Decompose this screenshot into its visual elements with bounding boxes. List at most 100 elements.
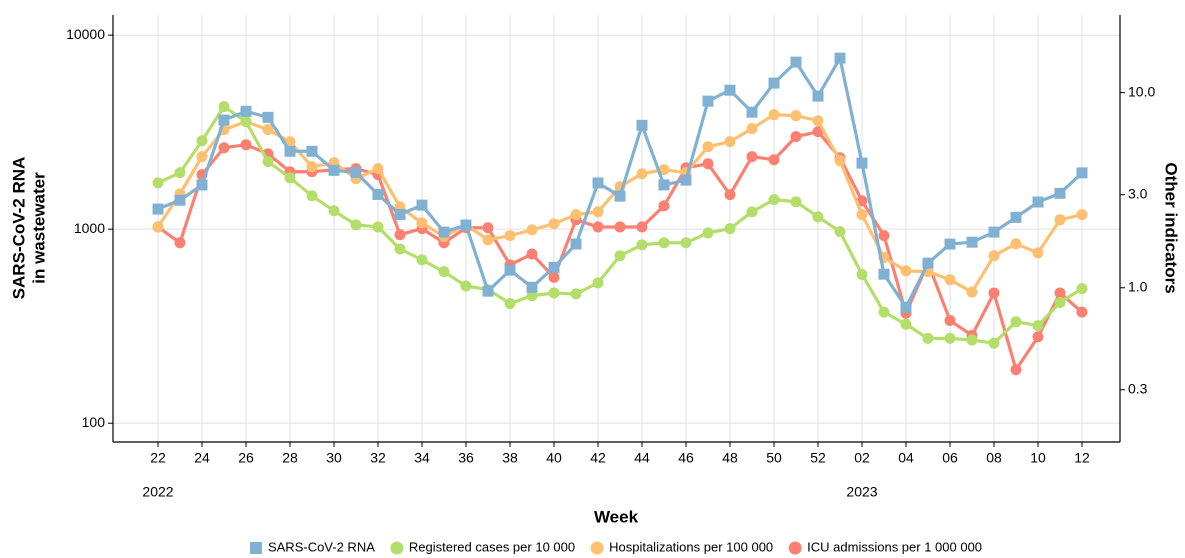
data-point	[592, 206, 604, 218]
data-point	[460, 280, 472, 292]
data-point	[438, 266, 450, 278]
data-point	[1010, 364, 1022, 376]
data-point	[1032, 320, 1044, 332]
data-point	[592, 277, 604, 289]
data-point	[922, 257, 934, 269]
data-point	[944, 238, 956, 250]
x-tick-label: 12	[1074, 450, 1090, 466]
data-point	[812, 115, 824, 127]
y-axis-title: in wastewater	[29, 172, 48, 284]
data-point	[152, 221, 164, 233]
x-tick-label: 46	[678, 450, 694, 466]
data-point	[614, 221, 626, 233]
data-point	[218, 114, 230, 126]
data-point	[306, 161, 318, 173]
series-line	[156, 113, 1083, 294]
data-point	[394, 209, 406, 221]
data-point	[1076, 283, 1088, 295]
data-point	[702, 95, 714, 107]
data-point	[658, 200, 670, 212]
data-point	[482, 285, 494, 297]
legend-label: Hospitalizations per 100 000	[609, 539, 773, 554]
data-point	[460, 219, 472, 231]
x-tick-label: 42	[590, 450, 606, 466]
x-tick-label: 04	[898, 450, 914, 466]
data-point	[680, 237, 692, 249]
y-tick-label: 100	[82, 414, 106, 430]
data-point	[724, 189, 736, 201]
data-point	[570, 238, 582, 250]
data-point	[658, 179, 670, 191]
legend-marker	[390, 541, 404, 555]
data-point	[240, 139, 252, 151]
x-tick-label: 10	[1030, 450, 1046, 466]
data-point	[636, 239, 648, 251]
data-point	[240, 105, 252, 117]
data-point	[702, 227, 714, 239]
data-point	[548, 261, 560, 273]
data-point	[438, 226, 450, 238]
data-point	[856, 268, 868, 280]
x-tick-label: 26	[238, 450, 254, 466]
y-tick-label: 10000	[66, 26, 105, 42]
data-point	[614, 250, 626, 262]
data-point	[504, 264, 516, 276]
year-label: 2023	[846, 484, 877, 500]
data-point	[350, 219, 362, 231]
y-axis-title: SARS-CoV-2 RNA	[9, 157, 28, 300]
data-point	[174, 237, 186, 249]
x-tick-label: 24	[194, 450, 210, 466]
data-point	[372, 188, 384, 200]
x-axis-title: Week	[594, 507, 639, 526]
data-point	[834, 226, 846, 238]
data-point	[944, 274, 956, 286]
data-point	[526, 224, 538, 236]
y2-tick-label: 0.3	[1128, 380, 1148, 396]
data-point	[856, 209, 868, 221]
data-point	[944, 314, 956, 326]
data-point	[724, 84, 736, 96]
data-point	[218, 142, 230, 154]
data-point	[548, 218, 560, 230]
x-tick-label: 32	[370, 450, 386, 466]
data-point	[878, 306, 890, 318]
x-tick-label: 06	[942, 450, 958, 466]
data-point	[174, 194, 186, 206]
data-point	[1032, 331, 1044, 343]
data-point	[1010, 211, 1022, 223]
data-point	[548, 271, 560, 283]
data-point	[702, 141, 714, 153]
data-point	[196, 151, 208, 163]
x-tick-label: 08	[986, 450, 1002, 466]
data-point	[988, 337, 1000, 349]
data-point	[812, 90, 824, 102]
data-point	[966, 236, 978, 248]
data-point	[724, 136, 736, 148]
data-point	[768, 109, 780, 121]
x-tick-label: 38	[502, 450, 518, 466]
data-point	[658, 237, 670, 249]
data-point	[790, 196, 802, 208]
data-point	[1010, 316, 1022, 328]
data-point	[922, 332, 934, 344]
data-point	[262, 156, 274, 168]
x-tick-label: 30	[326, 450, 342, 466]
legend-marker	[249, 542, 262, 554]
data-point	[944, 332, 956, 344]
data-point	[834, 52, 846, 64]
data-point	[416, 217, 428, 229]
data-point	[548, 287, 560, 299]
x-tick-label: 50	[766, 450, 782, 466]
data-point	[526, 290, 538, 302]
data-point	[966, 286, 978, 298]
data-point	[900, 301, 912, 313]
data-point	[372, 163, 384, 175]
data-point	[724, 223, 736, 235]
data-point	[1054, 214, 1066, 226]
data-point	[526, 281, 538, 293]
data-point	[394, 243, 406, 255]
data-point	[570, 209, 582, 221]
legend-label: ICU admissions per 1 000 000	[807, 539, 982, 554]
data-point	[856, 157, 868, 169]
data-point	[680, 174, 692, 186]
